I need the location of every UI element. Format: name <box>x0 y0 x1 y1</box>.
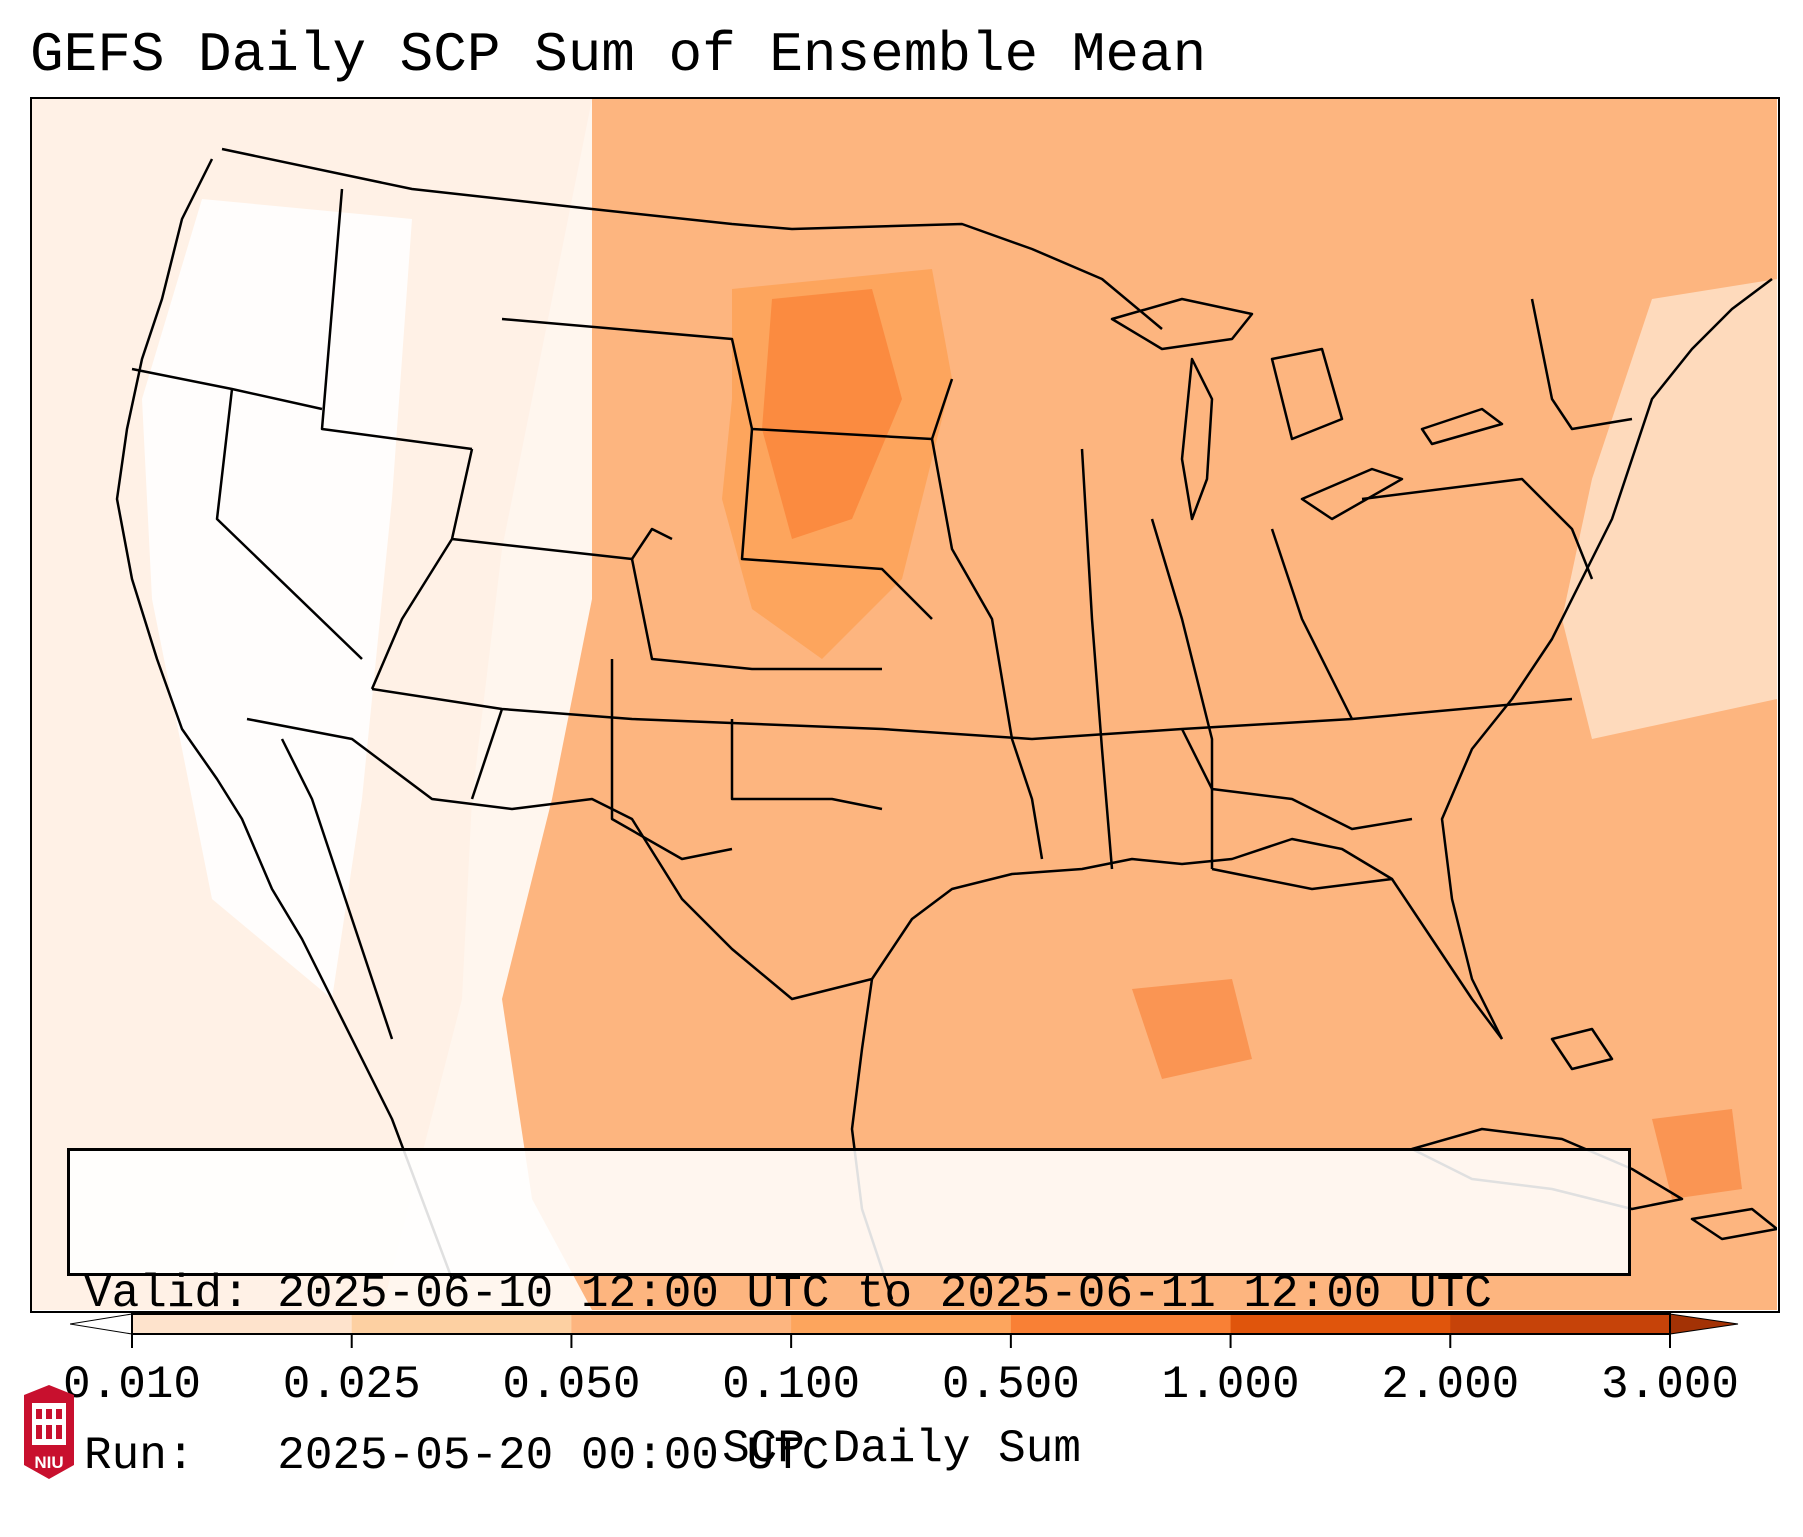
colorbar-segment <box>1450 1314 1671 1334</box>
colorbar-tick-label: 3.000 <box>1600 1359 1740 1411</box>
info-box: Valid: 2025-06-10 12:00 UTC to 2025-06-1… <box>67 1148 1631 1482</box>
colorbar-tick-label: 2.000 <box>1381 1359 1520 1411</box>
niu-logo-text: NIU <box>34 1453 64 1472</box>
field-plains-max <box>762 289 902 539</box>
colorbar-segment <box>791 1314 1012 1334</box>
lake-ontario <box>1420 407 1504 446</box>
colorbar-outline <box>131 1313 1671 1335</box>
state-line-36n <box>371 687 1573 741</box>
colorbar-tick-label: 0.100 <box>722 1359 861 1411</box>
colorbar-segment <box>1230 1314 1451 1334</box>
colorbar <box>70 1313 1739 1348</box>
island-hispaniola <box>1690 1207 1777 1241</box>
state-line-utah-west <box>370 448 474 690</box>
field-west-minimum <box>142 199 412 999</box>
lake-huron <box>1270 347 1344 441</box>
state-line-illinois-east <box>1080 448 1114 870</box>
state-line-idaho <box>320 188 473 451</box>
colorbar-segment <box>351 1314 572 1334</box>
state-line-az-nm <box>470 708 504 800</box>
lake-michigan <box>1180 357 1214 521</box>
colorbar-tick-label: 0.050 <box>502 1359 641 1411</box>
field-atlantic-light <box>1562 279 1777 739</box>
state-line-oklahoma <box>730 719 883 811</box>
state-line-indiana-east <box>1150 518 1214 869</box>
state-line-southeast <box>1180 728 1413 831</box>
colorbar-tick-label: 0.025 <box>282 1359 421 1411</box>
chart-title: GEFS Daily SCP Sum of Ensemble Mean <box>30 23 1207 87</box>
state-line-nevada <box>215 388 363 660</box>
colorbar-tick-label: 0.500 <box>941 1359 1080 1411</box>
state-line-new-england <box>1530 298 1633 431</box>
colorbar-tick-label: 1.000 <box>1161 1359 1300 1411</box>
colorbar-tick-label: 0.010 <box>62 1359 202 1411</box>
state-line-kansas <box>630 558 882 671</box>
coastline-gulf <box>870 837 1503 1040</box>
state-line-new-mexico <box>610 659 733 861</box>
run-time-text: Run: 2025-05-20 00:00 UTC <box>84 1430 830 1482</box>
map-panel[interactable] <box>30 97 1780 1313</box>
colorbar-segment <box>132 1314 353 1334</box>
state-line-mississippi-river <box>930 438 1044 860</box>
coastline-atlantic <box>1440 278 1773 1040</box>
colorbar-segment <box>1010 1314 1232 1334</box>
state-line-florida-north <box>1211 867 1393 891</box>
map-canvas <box>32 99 1777 1310</box>
state-line-ohio-east <box>1270 528 1354 720</box>
colorbar-extend-right <box>1669 1313 1739 1335</box>
coastline-pacific <box>115 158 454 1280</box>
niu-logo-icon <box>24 1385 74 1479</box>
valid-time-text: Valid: 2025-06-10 12:00 UTC to 2025-06-1… <box>84 1268 1492 1320</box>
island-bahamas <box>1550 1027 1614 1071</box>
colorbar-extend-left <box>70 1313 133 1335</box>
field-gulf-enhanced <box>1132 979 1252 1079</box>
niu-logo: NIU <box>20 1385 78 1479</box>
border-us-canada <box>221 147 1163 330</box>
colorbar-label: SCP Daily Sum <box>722 1423 1081 1475</box>
state-line-nebraska <box>740 428 933 620</box>
colorbar-segment <box>571 1314 792 1334</box>
state-line-penn <box>1361 477 1594 580</box>
lake-erie <box>1300 467 1404 521</box>
coastline-baja <box>280 738 394 1040</box>
field-caribbean-enhanced <box>1652 1109 1742 1199</box>
state-line-colorado-north <box>451 527 673 561</box>
lake-superior <box>1110 297 1254 351</box>
